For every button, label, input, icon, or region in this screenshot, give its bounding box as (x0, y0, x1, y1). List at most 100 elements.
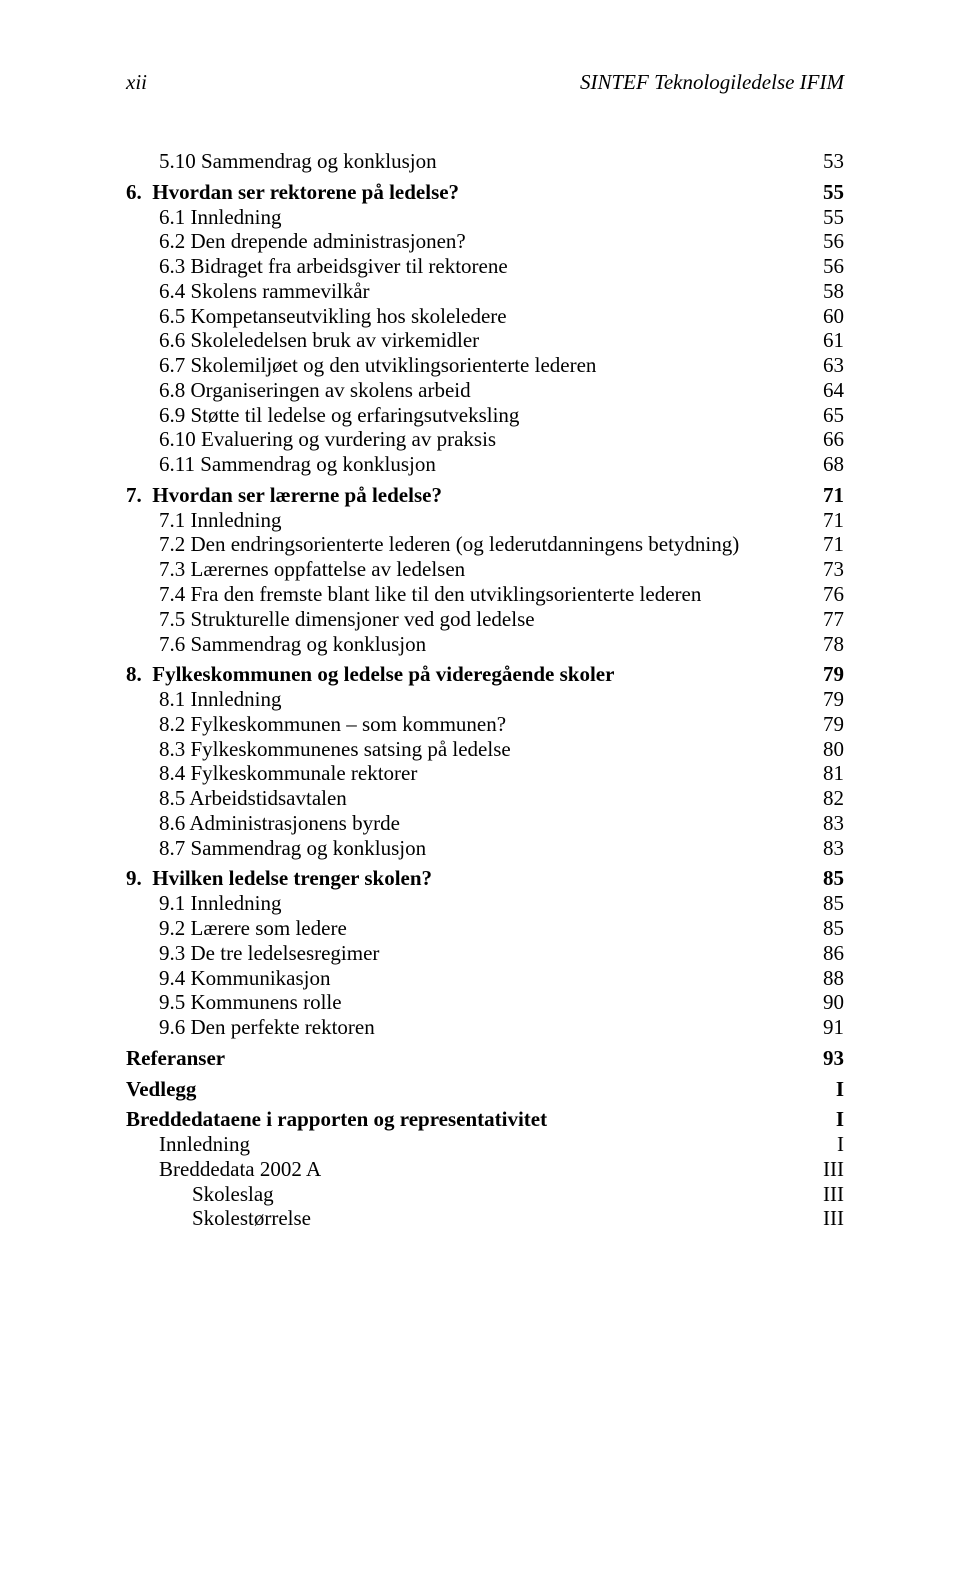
toc-entry-label: 9.1 Innledning (126, 891, 794, 916)
toc-entry: 8.6 Administrasjonens byrde83 (126, 811, 844, 836)
toc-entry: 6.3 Bidraget fra arbeidsgiver til rektor… (126, 254, 844, 279)
toc-section-page: 55 (794, 180, 844, 205)
toc-entry-page: 55 (794, 205, 844, 230)
toc-entry-page: 63 (794, 353, 844, 378)
toc-entry: 7.4 Fra den fremste blant like til den u… (126, 582, 844, 607)
toc-entry-page: 60 (794, 304, 844, 329)
toc-entry-page: 86 (794, 941, 844, 966)
toc-appendix-entry-page: III (794, 1157, 844, 1182)
toc-entry-page: 56 (794, 229, 844, 254)
toc-appendix-entry-page: I (794, 1132, 844, 1157)
toc-entry: 7.3 Lærernes oppfattelse av ledelsen73 (126, 557, 844, 582)
toc-standalone: Referanser93 VedleggI (126, 1046, 844, 1102)
toc-entry-page: 82 (794, 786, 844, 811)
toc-entry-label: 6.9 Støtte til ledelse og erfaringsutvek… (126, 403, 794, 428)
toc-entry-page: 81 (794, 761, 844, 786)
toc-entry: 6.6 Skoleledelsen bruk av virkemidler61 (126, 328, 844, 353)
toc-appendix-entry-label: Skoleslag (126, 1182, 794, 1207)
toc-appendix-entry-page: III (794, 1206, 844, 1231)
toc-entry: 6.1 Innledning55 (126, 205, 844, 230)
toc-entry: 8.1 Innledning79 (126, 687, 844, 712)
toc-entry-label: 7.5 Strukturelle dimensjoner ved god led… (126, 607, 794, 632)
toc-entry-page: 79 (794, 687, 844, 712)
toc-entry-label: 6.3 Bidraget fra arbeidsgiver til rektor… (126, 254, 794, 279)
toc-entry-label: 8.4 Fylkeskommunale rektorer (126, 761, 794, 786)
toc-entry: 6.2 Den drepende administrasjonen?56 (126, 229, 844, 254)
toc-entry-label: 6.7 Skolemiljøet og den utviklingsorient… (126, 353, 794, 378)
toc-entry: 6.8 Organiseringen av skolens arbeid64 (126, 378, 844, 403)
toc-entry-label: 6.4 Skolens rammevilkår (126, 279, 794, 304)
toc-entry-label: 8.7 Sammendrag og konklusjon (126, 836, 794, 861)
toc-entry-page: 65 (794, 403, 844, 428)
toc-standalone-entry: Referanser93 (126, 1046, 844, 1071)
toc-section-heading: 9. Hvilken ledelse trenger skolen?85 (126, 866, 844, 891)
toc-entry: 9.3 De tre ledelsesregimer86 (126, 941, 844, 966)
toc-entry-page: 85 (794, 891, 844, 916)
toc-appendix-entry: Breddedata 2002 AIII (126, 1157, 844, 1182)
toc-standalone-block: Referanser93 (126, 1046, 844, 1071)
toc-entry-page: 83 (794, 811, 844, 836)
toc-entry-page: 80 (794, 737, 844, 762)
toc-entry-page: 85 (794, 916, 844, 941)
toc-entry-label: 5.10 Sammendrag og konklusjon (126, 149, 794, 174)
toc-entry-label: 9.6 Den perfekte rektoren (126, 1015, 794, 1040)
toc-section-page: 79 (794, 662, 844, 687)
toc-standalone-page: 93 (794, 1046, 844, 1071)
toc-section-block: 6. Hvordan ser rektorene på ledelse?556.… (126, 180, 844, 477)
toc-entry: 6.7 Skolemiljøet og den utviklingsorient… (126, 353, 844, 378)
toc-entry-label: 6.10 Evaluering og vurdering av praksis (126, 427, 794, 452)
toc-entry-page: 56 (794, 254, 844, 279)
toc-section-page: 85 (794, 866, 844, 891)
toc-appendix-page: I (794, 1107, 844, 1132)
toc-entry: 9.5 Kommunens rolle90 (126, 990, 844, 1015)
toc-entry-label: 7.1 Innledning (126, 508, 794, 533)
toc-standalone-title: Referanser (126, 1046, 794, 1071)
toc-entry-page: 71 (794, 532, 844, 557)
toc-entry-label: 6.1 Innledning (126, 205, 794, 230)
toc-entry: 9.2 Lærere som ledere85 (126, 916, 844, 941)
toc-entry-page: 68 (794, 452, 844, 477)
toc-entry: 8.4 Fylkeskommunale rektorer81 (126, 761, 844, 786)
toc-entry-page: 58 (794, 279, 844, 304)
toc-entry-label: 6.5 Kompetanseutvikling hos skoleledere (126, 304, 794, 329)
toc-section-title: 7. Hvordan ser lærerne på ledelse? (126, 483, 794, 508)
toc-entry: 8.2 Fylkeskommunen – som kommunen?79 (126, 712, 844, 737)
toc-entry-page: 73 (794, 557, 844, 582)
toc-section-heading: 8. Fylkeskommunen og ledelse på videregå… (126, 662, 844, 687)
toc-entry-page: 53 (794, 149, 844, 174)
toc-entry-label: 8.2 Fylkeskommunen – som kommunen? (126, 712, 794, 737)
toc-entry: 7.1 Innledning71 (126, 508, 844, 533)
toc-entry: 8.3 Fylkeskommunenes satsing på ledelse8… (126, 737, 844, 762)
toc-entry-label: 6.2 Den drepende administrasjonen? (126, 229, 794, 254)
toc-entry-page: 61 (794, 328, 844, 353)
toc-entry-label: 9.4 Kommunikasjon (126, 966, 794, 991)
toc-section-title: 8. Fylkeskommunen og ledelse på videregå… (126, 662, 794, 687)
toc-appendix-entry: SkoleslagIII (126, 1182, 844, 1207)
toc-appendix-entry-page: III (794, 1182, 844, 1207)
toc-standalone-block: VedleggI (126, 1077, 844, 1102)
toc-entry-page: 88 (794, 966, 844, 991)
toc-section-block: 8. Fylkeskommunen og ledelse på videregå… (126, 662, 844, 860)
document-page: xii SINTEF Teknologiledelse IFIM 5.10 Sa… (0, 0, 960, 1590)
toc-entry: 9.4 Kommunikasjon88 (126, 966, 844, 991)
toc-entry: 6.10 Evaluering og vurdering av praksis6… (126, 427, 844, 452)
toc-entry-label: 7.3 Lærernes oppfattelse av ledelsen (126, 557, 794, 582)
page-marker: xii (126, 70, 147, 95)
toc-entry-page: 90 (794, 990, 844, 1015)
toc-entry-page: 71 (794, 508, 844, 533)
toc-entry: 6.5 Kompetanseutvikling hos skoleledere6… (126, 304, 844, 329)
toc-entry-label: 6.6 Skoleledelsen bruk av virkemidler (126, 328, 794, 353)
toc-entry-page: 91 (794, 1015, 844, 1040)
toc-entry-label: 6.11 Sammendrag og konklusjon (126, 452, 794, 477)
toc-entry-page: 78 (794, 632, 844, 657)
toc-entry-page: 76 (794, 582, 844, 607)
toc-section-title: 6. Hvordan ser rektorene på ledelse? (126, 180, 794, 205)
toc-entry-page: 64 (794, 378, 844, 403)
toc-entry: 6.4 Skolens rammevilkår58 (126, 279, 844, 304)
toc-section-block: 9. Hvilken ledelse trenger skolen?859.1 … (126, 866, 844, 1039)
toc-appendix-entry-label: Skolestørrelse (126, 1206, 794, 1231)
toc-entry-label: 8.3 Fylkeskommunenes satsing på ledelse (126, 737, 794, 762)
toc-entry-page: 83 (794, 836, 844, 861)
toc-section-heading: 6. Hvordan ser rektorene på ledelse?55 (126, 180, 844, 205)
toc-section-page: 71 (794, 483, 844, 508)
